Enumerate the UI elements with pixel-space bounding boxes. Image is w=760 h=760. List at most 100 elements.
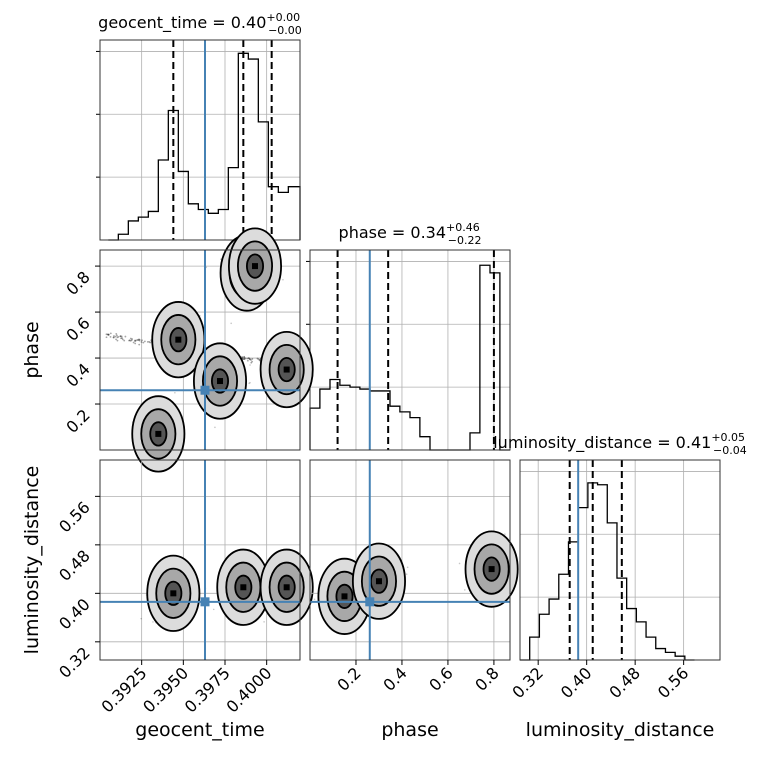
sample-point (119, 335, 122, 338)
sample-point (248, 382, 250, 385)
contour-line (277, 356, 296, 383)
phase-tick-label: 0.6 (425, 663, 456, 694)
sample-point (250, 361, 253, 364)
sample-point (140, 617, 142, 620)
sample-point (105, 336, 108, 339)
sample-point (134, 342, 137, 345)
sample-point (256, 357, 259, 360)
sample-point (246, 357, 249, 360)
contour-line (201, 355, 238, 407)
contour-line (164, 580, 183, 606)
sample-point (116, 334, 118, 337)
sample-point (115, 332, 118, 335)
sample-point (251, 360, 254, 363)
contour-line (259, 330, 314, 409)
sample-point (258, 358, 261, 361)
sample-point (243, 358, 246, 361)
y-axis-label-phase: phase (21, 321, 43, 378)
contour-line (234, 574, 253, 600)
geocent-time-tick-label: 0.3975 (181, 663, 234, 716)
contour-line (236, 240, 273, 292)
contour-line (259, 548, 314, 626)
luminosity-distance-hist-grid (520, 460, 720, 660)
sample-point (119, 335, 122, 338)
sample-point (105, 333, 108, 336)
sample-point (106, 333, 109, 336)
sample-point (120, 335, 123, 338)
sample-point (142, 341, 145, 344)
sample-point (214, 426, 216, 429)
sample-point (114, 335, 117, 338)
contour-line (473, 543, 510, 595)
sample-point (148, 340, 151, 343)
geocent-time-hist-title: geocent_time = 0.40+0.00 −0.00 (98, 11, 302, 37)
sample-point (136, 338, 139, 341)
sample-point (129, 339, 132, 342)
contour-line (268, 561, 305, 613)
x-axis-label-luminosity-distance: luminosity_distance (526, 719, 715, 741)
sample-point (128, 339, 131, 342)
sample-point (117, 336, 120, 338)
luminosity-distance-hist-step (520, 482, 695, 661)
phase-vs-geocent-time-scatter-points (105, 227, 314, 473)
luminosity-distance-tick-label: 0.56 (654, 663, 693, 702)
contour-line (482, 556, 501, 582)
geocent-time-tick-label: 0.3925 (97, 663, 150, 716)
sample-point (246, 359, 249, 362)
sample-point (258, 359, 261, 361)
lumdist-vs-phase-scatter-points (313, 530, 519, 635)
sample-point (129, 337, 132, 340)
luminosity-distance-tick-label: 0.40 (55, 595, 94, 634)
density-peak (170, 590, 177, 597)
sample-point (138, 338, 141, 341)
luminosity-distance-hist-title: luminosity_distance = 0.41+0.05 −0.04 (493, 431, 747, 457)
density-peak (240, 584, 247, 591)
contour-line (210, 368, 229, 394)
sample-point (406, 566, 409, 569)
sample-point (120, 337, 122, 340)
sample-point (140, 341, 143, 343)
x-axis-label-geocent-time: geocent_time (135, 719, 264, 741)
sample-point (128, 339, 131, 342)
sample-point (241, 356, 243, 358)
sample-point (263, 621, 265, 623)
sample-point (137, 339, 140, 342)
sample-point (152, 621, 154, 623)
luminosity-distance-tick-label: 0.56 (55, 498, 94, 537)
luminosity-distance-tick-label: 0.32 (55, 643, 94, 682)
sample-point (134, 340, 137, 343)
sample-point (138, 339, 141, 342)
sample-point (109, 335, 112, 338)
luminosity-distance-tick-label: 0.48 (605, 663, 644, 702)
sample-point (116, 339, 119, 342)
density-peak (488, 566, 495, 573)
lumdist-vs-geocent-time-scatter-points (140, 548, 314, 632)
sample-point (249, 358, 251, 361)
sample-point (230, 322, 232, 325)
phase-vs-geocent-time-frame (99, 249, 301, 451)
phase-vs-geocent-time-truth-marker (200, 385, 210, 395)
sample-point (212, 608, 215, 611)
sample-point (251, 358, 254, 360)
sample-point (247, 357, 250, 360)
sample-point (405, 573, 408, 575)
sample-point (109, 332, 112, 335)
phase-tick-label: 0.6 (62, 313, 93, 344)
contour-line (155, 567, 192, 619)
contour-line (140, 408, 177, 460)
sample-point (107, 334, 110, 336)
sample-point (107, 333, 109, 336)
sample-point (243, 355, 245, 358)
lumdist-vs-geocent-time-truth-marker (200, 597, 210, 607)
density-peak (341, 593, 348, 600)
sample-point (112, 336, 115, 339)
sample-point (244, 357, 247, 360)
sample-point (146, 341, 149, 343)
lumdist-vs-geocent-time-frame (99, 459, 301, 661)
luminosity-distance-tick-label: 0.32 (508, 663, 547, 702)
sample-point (243, 358, 245, 360)
x-axis-label-phase: phase (381, 719, 438, 741)
lumdist-vs-phase-truth-marker (365, 597, 375, 607)
sample-point (282, 278, 284, 281)
